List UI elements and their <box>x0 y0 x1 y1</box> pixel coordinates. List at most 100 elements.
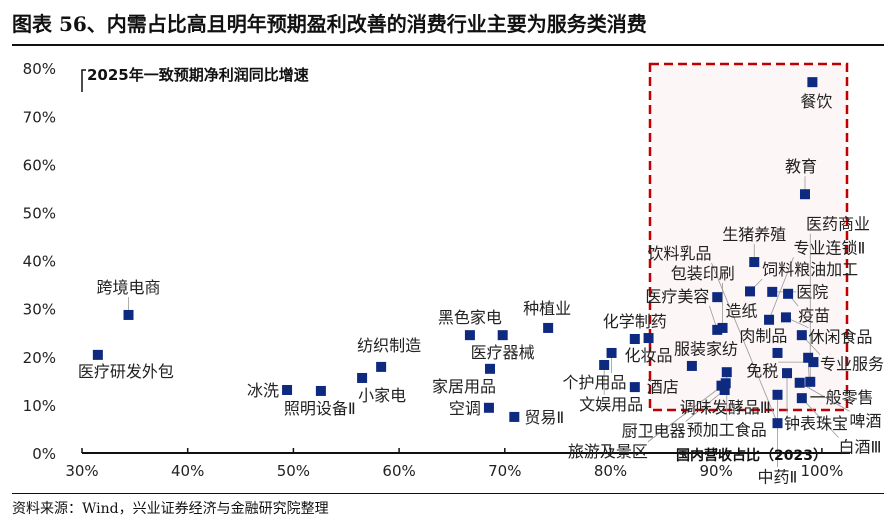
data-point <box>509 411 520 422</box>
data-point <box>282 384 293 395</box>
data-point <box>803 352 814 363</box>
data-point <box>92 349 103 360</box>
point-label: 小家电 <box>358 386 406 405</box>
y-tick-label: 50% <box>23 205 56 223</box>
data-point <box>123 309 134 320</box>
data-point <box>721 367 732 378</box>
data-point <box>808 357 819 368</box>
point-label: 生猪养殖 <box>722 225 786 244</box>
leader-line <box>711 262 778 424</box>
y-tick-label: 70% <box>23 108 56 126</box>
y-tick-label: 80% <box>23 60 56 78</box>
point-label: 医药商业 <box>806 215 870 234</box>
leader-line <box>768 257 794 320</box>
y-tick-label: 10% <box>23 397 56 415</box>
point-label: 家居用品 <box>432 377 496 396</box>
data-point <box>485 363 496 374</box>
source-note: 资料来源：Wind，兴业证券经济与金融研究院整理 <box>12 501 329 517</box>
point-label: 调味发酵品Ⅲ <box>680 398 771 417</box>
point-label: 化学制药 <box>603 312 667 331</box>
point-label: 休闲食品 <box>808 328 872 347</box>
point-label: 饮料乳品 <box>647 244 711 263</box>
data-point <box>799 189 810 200</box>
point-label: 包装印刷 <box>671 264 735 283</box>
data-point <box>796 330 807 341</box>
x-axis-label: 国内营收占比（2023） <box>676 447 827 464</box>
point-label: 化妆品 <box>625 346 673 365</box>
point-label: 预加工食品 <box>687 421 767 440</box>
point-label: 医疗美容 <box>645 287 709 306</box>
x-tick-label: 30% <box>65 462 98 480</box>
y-label-bracket <box>81 69 86 92</box>
data-point <box>599 359 610 370</box>
x-tick-label: 80% <box>594 462 627 480</box>
x-tick-label: 90% <box>700 462 733 480</box>
point-label: 文娱用品 <box>579 395 643 414</box>
data-point <box>782 368 793 379</box>
point-label: 黑色家电 <box>438 308 502 327</box>
point-label: 专业服务 <box>820 355 884 374</box>
point-label: 疫苗 <box>798 306 830 325</box>
y-axis-label: 2025年一致预期净利润同比增速 <box>87 66 309 84</box>
point-label: 酒店 <box>647 378 679 397</box>
footer-divider <box>12 493 884 494</box>
point-label: 厨卫电器 <box>622 421 686 440</box>
point-label: 冰洗 <box>247 381 279 400</box>
point-label: 教育 <box>785 157 817 176</box>
y-tick-label: 40% <box>23 253 56 271</box>
point-label: 免税 <box>746 362 778 381</box>
point-label: 饲料粮油加工 <box>762 260 858 279</box>
point-label: 医院 <box>796 282 828 301</box>
data-point <box>717 322 728 333</box>
data-point <box>464 330 475 341</box>
data-point <box>543 322 554 333</box>
data-point <box>772 389 783 400</box>
data-point <box>745 286 756 297</box>
data-point <box>315 385 326 396</box>
x-tick-label: 70% <box>488 462 521 480</box>
leader-line <box>799 382 850 412</box>
data-point <box>796 393 807 404</box>
data-point <box>764 314 775 325</box>
leader-line <box>647 382 726 443</box>
x-tick-label: 40% <box>171 462 204 480</box>
leader-line <box>685 389 725 422</box>
x-tick-label: 60% <box>382 462 415 480</box>
point-label: 旅游及景区 <box>568 442 648 461</box>
point-label: 造纸 <box>725 302 757 321</box>
point-label: 白酒Ⅲ <box>839 438 882 457</box>
data-point <box>497 330 508 341</box>
y-tick-label: 60% <box>23 156 56 174</box>
data-point <box>483 402 494 413</box>
x-tick-label: 100% <box>800 462 843 480</box>
data-point <box>807 77 818 88</box>
point-label: 中药Ⅱ <box>758 467 798 486</box>
point-label: 一般零售 <box>810 388 874 407</box>
data-point <box>720 378 731 389</box>
point-label: 照明设备Ⅱ <box>284 399 356 418</box>
point-label: 空调 <box>449 399 481 418</box>
y-tick-label: 0% <box>32 445 56 463</box>
data-point <box>643 333 654 344</box>
data-point <box>357 372 368 383</box>
point-label: 啤酒 <box>850 411 882 430</box>
point-label: 医疗研发外包 <box>78 362 174 381</box>
data-point <box>780 312 791 323</box>
figure-title: 图表 56、内需占比高且明年预期盈利改善的消费行业主要为服务类消费 <box>12 12 647 36</box>
point-label: 专业连锁Ⅱ <box>794 238 866 257</box>
point-label: 纺织制造 <box>357 336 421 355</box>
point-label: 肉制品 <box>739 327 787 346</box>
point-label: 钟表珠宝 <box>784 414 848 433</box>
x-tick-label: 50% <box>277 462 310 480</box>
data-point <box>767 286 778 297</box>
y-tick-label: 30% <box>23 301 56 319</box>
data-point <box>783 288 794 299</box>
point-label: 医疗器械 <box>471 343 535 362</box>
y-tick-label: 20% <box>23 349 56 367</box>
data-point <box>629 382 640 393</box>
point-label: 餐饮 <box>800 92 832 111</box>
data-point <box>749 257 760 268</box>
leader-line <box>801 397 839 438</box>
